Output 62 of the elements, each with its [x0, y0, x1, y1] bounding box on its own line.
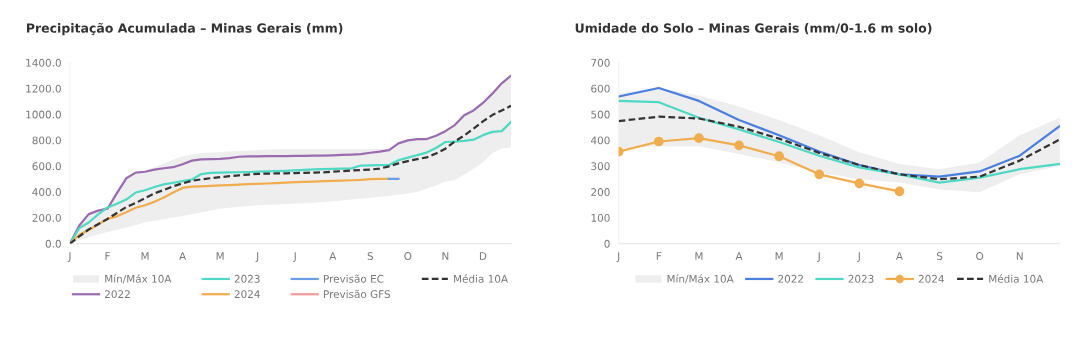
x-tick-label: S: [367, 252, 374, 260]
x-tick-label: J: [616, 252, 620, 262]
x-tick-label: N: [1016, 252, 1023, 260]
x-tick-label: F: [105, 252, 110, 260]
x-tick-label: J: [255, 252, 259, 262]
y-tick-label: 600: [591, 84, 610, 93]
legend-label: Mín/Máx 10A: [667, 274, 734, 284]
x-tick-label: M: [695, 252, 703, 260]
x-tick-label: A: [179, 252, 187, 260]
x-tick-label: N: [442, 252, 449, 260]
y-tick-label: 0.0: [45, 239, 61, 248]
x-tick-label: S: [936, 252, 943, 260]
x-tick-label: D: [479, 252, 487, 260]
legend-label: 2022: [105, 290, 130, 299]
legend-label: Mín/Máx 10A: [105, 274, 172, 284]
y-tick-label: 1400.0: [26, 58, 61, 67]
x-tick-label: J: [67, 252, 71, 262]
x-tick-label: A: [329, 252, 337, 260]
point: [734, 140, 744, 151]
y-tick-label: 200: [591, 188, 610, 196]
x-tick-label: A: [895, 252, 903, 260]
chart-title: Umidade do Solo – Minas Gerais (mm/0-1.6 m solo): [575, 23, 932, 35]
point: [653, 136, 664, 147]
y-tick-label: 700: [591, 58, 610, 67]
y-tick-label: 1000.0: [26, 110, 61, 119]
legend-label: 2024: [234, 290, 260, 299]
y-tick-label: 400.0: [32, 188, 61, 196]
y-tick-label: 1200.0: [26, 84, 61, 93]
legend-label: Média 10A: [454, 274, 508, 283]
y-tick-label: 100: [591, 213, 610, 222]
x-tick-label: A: [735, 252, 743, 260]
legend-label: 2024: [918, 274, 944, 283]
point: [894, 186, 905, 197]
y-tick-label: 0: [604, 239, 610, 248]
chart-title: Precipitação Acumulada – Minas Gerais (mm): [26, 22, 343, 36]
y-tick-label: 600.0: [32, 162, 61, 171]
x-tick-label: M: [775, 252, 783, 260]
legend-label: 2023: [234, 274, 260, 283]
line-series: [618, 99, 1060, 184]
y-tick-label: 400: [590, 136, 610, 145]
legend-label: 2023: [848, 274, 874, 283]
y-tick-label: 800.0: [32, 136, 61, 145]
x-tick-label: O: [976, 252, 984, 260]
x-tick-label: F: [656, 252, 662, 260]
x-tick-label: J: [817, 252, 820, 262]
point: [854, 178, 865, 189]
line-series: [618, 115, 1060, 181]
point: [774, 151, 784, 162]
y-tick-label: 500: [591, 110, 610, 119]
legend-label: Previsão EC: [323, 274, 384, 283]
legend-label: 2022: [778, 274, 803, 283]
point: [814, 169, 825, 180]
point: [694, 133, 704, 143]
x-tick-label: M: [216, 252, 224, 260]
y-tick-label: 300: [591, 162, 610, 171]
x-tick-label: J: [293, 252, 296, 262]
x-tick-label: M: [141, 252, 149, 260]
y-tick-label: 200.0: [32, 213, 61, 222]
legend-label: Previsão GFS: [323, 289, 390, 299]
legend-label: Média 10A: [989, 274, 1044, 283]
x-tick-label: J: [857, 252, 860, 262]
x-tick-label: O: [404, 252, 412, 260]
